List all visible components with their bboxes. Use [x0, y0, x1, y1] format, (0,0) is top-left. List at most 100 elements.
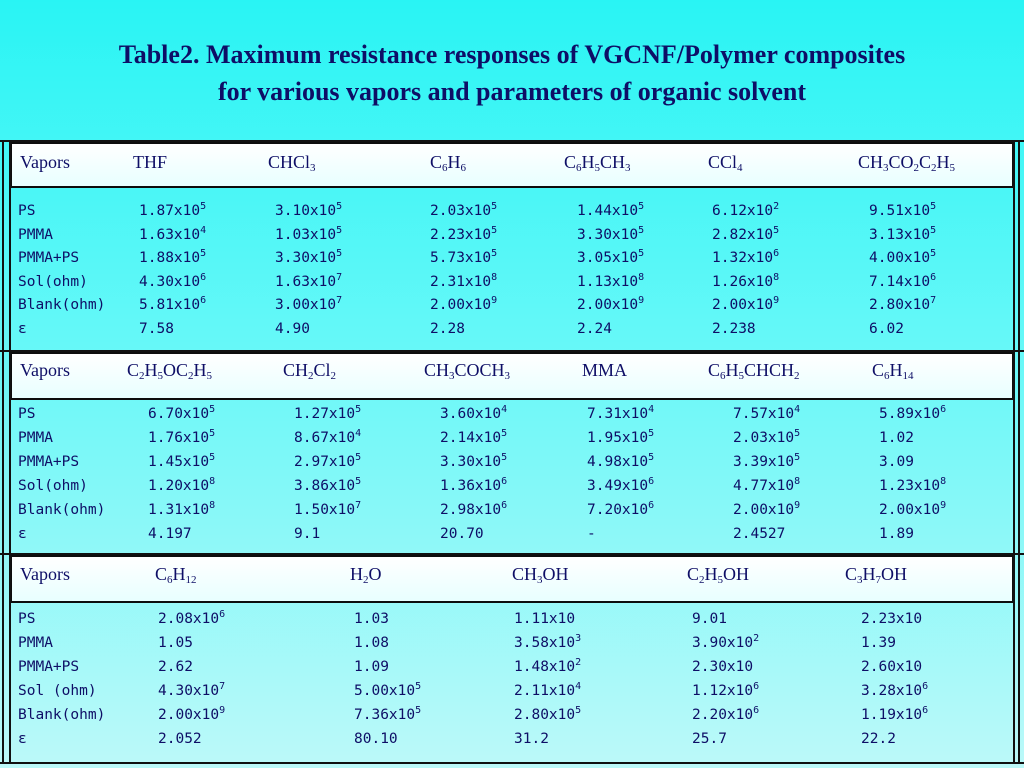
table-cell: 2.00x109 [158, 705, 226, 724]
table-cell: 2.28 [430, 320, 465, 337]
table-cell: 6.02 [869, 320, 904, 337]
vapors-header: Vapors [20, 564, 70, 584]
vapor-header: H2O [350, 564, 382, 586]
vapor-header: C6H5CH3 [564, 152, 631, 174]
row-label: PS [18, 406, 36, 422]
table-cell: 1.32x106 [712, 248, 780, 267]
row-label: ε [18, 731, 27, 747]
table-cell: 1.19x106 [861, 705, 929, 724]
vapors-header: Vapors [20, 152, 70, 172]
inner-right-border [1013, 140, 1015, 350]
table-cell: 5.81x106 [139, 295, 207, 314]
vapor-header: C6H14 [872, 360, 914, 382]
row-label: PMMA+PS [18, 454, 80, 470]
table-cell: 2.00x109 [712, 295, 780, 314]
table-cell: 2.00x109 [879, 500, 947, 519]
title-line-2: for various vapors and parameters of org… [217, 77, 807, 106]
table-cell: 2.60x10 [861, 659, 923, 675]
table-cell: 1.23x108 [879, 476, 947, 495]
table-cell: 9.01 [692, 611, 727, 627]
row-label: Blank(ohm) [18, 707, 106, 723]
table-cell: 1.88x105 [139, 248, 207, 267]
table-cell: 1.13x108 [577, 271, 645, 290]
row-label: PMMA+PS [18, 659, 80, 675]
table-bottom-rule [0, 762, 1024, 764]
vapor-header: C6H6 [430, 152, 467, 174]
table-cell: 4.197 [148, 526, 192, 542]
vapor-header: CH3OH [512, 564, 569, 586]
table-cell: 1.08 [354, 635, 389, 651]
row-label: PS [18, 611, 36, 627]
inner-right-border [1013, 553, 1015, 762]
table-cell: 3.28x106 [861, 681, 929, 700]
table-cell: 7.57x104 [733, 404, 801, 423]
section-top-rule [0, 140, 1024, 142]
table-cell: 4.00x105 [869, 248, 937, 267]
row-label: Sol(ohm) [18, 478, 88, 494]
table-cell: 2.30x10 [692, 659, 754, 675]
table-cell: 2.03x105 [430, 201, 498, 220]
row-label: PMMA [18, 635, 53, 651]
table-cell: 2.03x105 [733, 428, 801, 447]
vapor-header: C2H5OC2H5 [127, 360, 213, 382]
table-cell: 1.95x105 [587, 428, 655, 447]
table-cell: 2.97x105 [294, 452, 362, 471]
vapor-header: CCl4 [708, 152, 743, 174]
table-cell: 2.00x109 [577, 295, 645, 314]
table-cell: 4.77x108 [733, 476, 801, 495]
header-band [10, 555, 1014, 603]
table-cell: 1.87x105 [139, 201, 207, 220]
vapor-header: CHCl3 [268, 152, 316, 174]
table-cell: 3.30x105 [577, 224, 645, 243]
vapor-header: CH2Cl2 [283, 360, 337, 382]
vapor-header: CH3COCH3 [424, 360, 511, 382]
table-cell: 6.70x105 [148, 404, 216, 423]
table-cell: 3.86x105 [294, 476, 362, 495]
table-cell: 2.24 [577, 320, 612, 337]
section-top-rule [0, 553, 1024, 555]
table-cell: 1.39 [861, 635, 896, 651]
table-cell: 5.89x106 [879, 404, 947, 423]
table-cell: 1.89 [879, 526, 914, 542]
table-cell: 3.05x105 [577, 248, 645, 267]
table-cell: 2.62 [158, 659, 193, 675]
table-cell: 3.60x104 [440, 404, 508, 423]
table-cell: 3.58x103 [514, 633, 582, 652]
table-cell: 7.20x106 [587, 500, 655, 519]
table-cell: 1.09 [354, 659, 389, 675]
table-cell: 1.12x106 [692, 681, 760, 700]
table-cell: 5.00x105 [354, 681, 422, 700]
header-band [10, 352, 1014, 400]
row-label: PS [18, 203, 36, 219]
title-line-1: Table2. Maximum resistance responses of … [118, 40, 906, 69]
table-cell: 1.02 [879, 430, 914, 446]
table-cell: 3.10x105 [275, 201, 343, 220]
table-cell: 2.11x104 [514, 681, 582, 700]
vapor-header: MMA [582, 360, 628, 380]
table-cell: 3.90x102 [692, 633, 760, 652]
table-cell: 2.23x10 [861, 611, 923, 627]
table-cell: 4.90 [275, 320, 310, 337]
table-cell: 2.80x107 [869, 295, 937, 314]
table-cell: 4.30x107 [158, 681, 226, 700]
inner-left-border [9, 553, 11, 762]
table-cell: 3.49x106 [587, 476, 655, 495]
table-cell: 2.20x106 [692, 705, 760, 724]
table-cell: 2.238 [712, 320, 756, 337]
table-cell: 2.82x105 [712, 224, 780, 243]
row-label: Blank(ohm) [18, 297, 106, 313]
inner-left-border [9, 140, 11, 350]
table-cell: 3.00x107 [275, 295, 343, 314]
inner-right-border [1013, 350, 1015, 553]
table-cell: 80.10 [354, 731, 398, 747]
table-cell: 3.13x105 [869, 224, 937, 243]
header-band [10, 142, 1014, 188]
table-cell: 3.09 [879, 454, 914, 470]
vapor-header: CH3CO2C2H5 [858, 152, 956, 174]
table-cell: 1.44x105 [577, 201, 645, 220]
table-cell: 31.2 [514, 731, 549, 747]
row-label: ε [18, 526, 27, 542]
table-cell: 2.08x106 [158, 609, 226, 628]
table-cell: 9.1 [294, 526, 321, 542]
table-cell: 2.00x109 [430, 295, 498, 314]
